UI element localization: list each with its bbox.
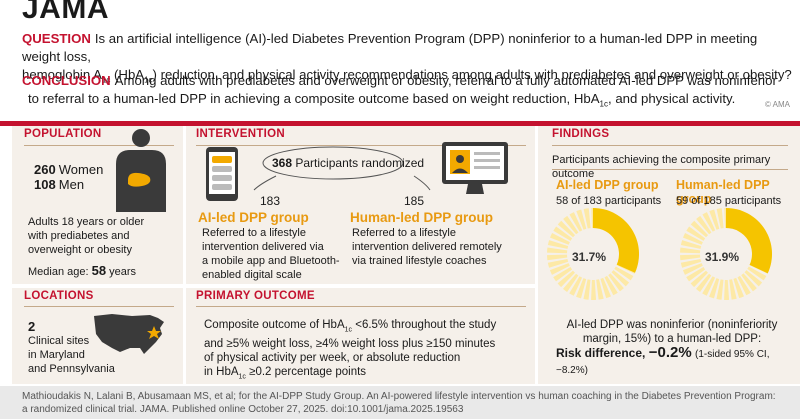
randomized-ellipse xyxy=(262,146,404,180)
primary-outcome-panel xyxy=(186,288,535,384)
us-map-icon xyxy=(94,314,164,354)
randomized-label: 368 Participants randomized xyxy=(272,156,425,170)
person-icon xyxy=(116,129,166,212)
findings-title: FINDINGS xyxy=(552,128,610,140)
human-group-description: Referred to a lifestyle intervention del… xyxy=(352,227,502,267)
locations-rule xyxy=(24,306,174,307)
header-divider xyxy=(0,121,800,126)
men-stat: 108 Men xyxy=(34,177,85,192)
risk-difference: Risk difference, −0.2% (1-sided 95% CI, … xyxy=(556,344,770,376)
citation-text: Mathioudakis N, Lalani B, Abusamaan MS, … xyxy=(22,391,776,415)
conclusion-label: CONCLUSION xyxy=(22,73,111,88)
findings-rule xyxy=(552,145,788,146)
human-group-title: Human-led DPP group xyxy=(350,210,494,225)
noninferiority-statement: AI-led DPP was noninferior (noninferiori… xyxy=(566,319,778,345)
findings-human-count: 59 of 185 participants xyxy=(676,195,782,207)
citation-footer: Mathioudakis N, Lalani B, Abusamaan MS, … xyxy=(0,386,800,419)
ai-count: 183 xyxy=(260,194,281,208)
human-percent-label: 31.9% xyxy=(705,250,740,264)
question-label: QUESTION xyxy=(22,31,91,46)
ai-group-title: AI-led DPP group xyxy=(198,210,309,225)
intervention-title: INTERVENTION xyxy=(196,128,286,140)
findings-subtitle: Participants achieving the composite pri… xyxy=(552,154,771,180)
women-stat: 260 Women xyxy=(34,162,104,177)
header: JAMA QUESTION Is an artificial intelligen… xyxy=(0,0,800,126)
conclusion: CONCLUSION Among adults with prediabetes … xyxy=(22,73,777,109)
intervention-rule xyxy=(196,145,526,146)
median-age: Median age: 58 years xyxy=(28,263,137,279)
primary-outcome-title: PRIMARY OUTCOME xyxy=(196,290,315,302)
ai-donut-slice xyxy=(593,208,639,273)
human-count: 185 xyxy=(404,194,425,208)
human-donut-slice xyxy=(726,208,772,274)
human-donut-chart xyxy=(680,208,772,300)
population-title: POPULATION xyxy=(24,128,102,140)
pancreas-icon xyxy=(128,172,151,187)
findings-ai-count: 58 of 183 participants xyxy=(556,195,662,207)
ai-percent-label: 31.7% xyxy=(572,250,607,264)
locations-text: 2 Clinical sites in Maryland and Pennsyl… xyxy=(28,319,115,376)
population-description: Adults 18 years or older with prediabete… xyxy=(28,216,145,256)
ai-group-description: Referred to a lifestyle intervention del… xyxy=(202,227,340,281)
smartphone-icon xyxy=(206,147,238,201)
location-star-icon xyxy=(147,326,161,339)
population-rule xyxy=(24,145,174,146)
locations-title: LOCATIONS xyxy=(24,290,94,302)
randomization-arrows xyxy=(253,175,431,191)
journal-logo: JAMA xyxy=(22,0,110,25)
findings-subtitle-rule xyxy=(552,169,788,170)
findings-human-title: Human-led DPP group xyxy=(676,178,770,206)
question: QUESTION Is an artificial intelligence (A… xyxy=(22,31,792,85)
primary-outcome-rule xyxy=(196,306,526,307)
primary-outcome-text: Composite outcome of HbA1c <6.5% through… xyxy=(204,319,497,381)
copyright: © AMA xyxy=(764,100,790,109)
findings-ai-title: AI-led DPP group xyxy=(556,178,659,192)
computer-monitor-icon xyxy=(442,142,508,194)
ai-donut-chart xyxy=(547,208,639,300)
